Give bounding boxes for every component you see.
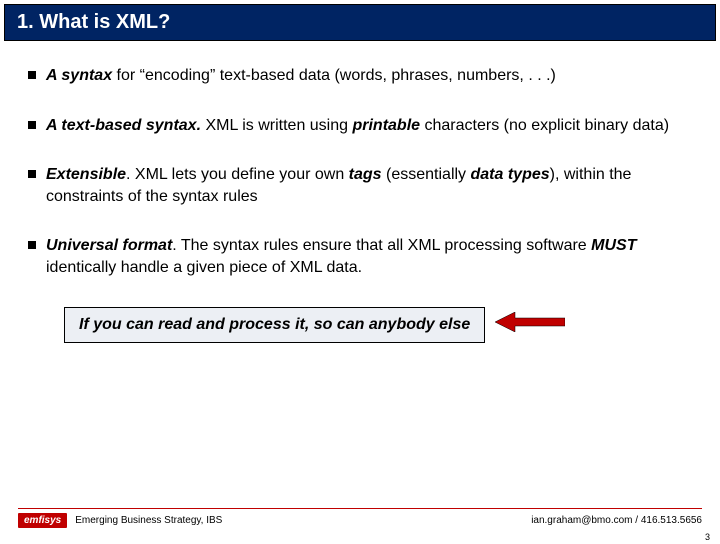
bullet-rest: for “encoding” text-based data (words, p… <box>112 67 556 84</box>
bullet-marker <box>28 170 36 178</box>
bullet-strong: printable <box>352 117 420 134</box>
slide-title: 1. What is XML? <box>17 11 703 34</box>
footer-left: emfisys Emerging Business Strategy, IBS <box>18 513 222 528</box>
bullet-mid: XML is written using <box>201 117 352 134</box>
bullet-text: Universal format. The syntax rules ensur… <box>46 235 692 278</box>
bullet-lead: Universal format <box>46 237 172 254</box>
callout-box: If you can read and process it, so can a… <box>64 307 485 343</box>
bullet-item: A text-based syntax. XML is written usin… <box>28 115 692 137</box>
footer-row: emfisys Emerging Business Strategy, IBS … <box>18 513 702 528</box>
callout-text: If you can read and process it, so can a… <box>79 316 470 333</box>
bullet-rest: identically handle a given piece of XML … <box>46 259 362 276</box>
title-bar: 1. What is XML? <box>4 4 716 41</box>
bullet-item: Extensible. XML lets you define your own… <box>28 164 692 207</box>
bullet-lead: A text-based syntax. <box>46 117 201 134</box>
bullet-mid: . XML lets you define your own <box>126 166 349 183</box>
page-number: 3 <box>705 532 710 542</box>
arrow-left-icon <box>495 312 565 337</box>
bullet-strong: tags <box>349 166 382 183</box>
logo: emfisys <box>18 513 67 528</box>
bullet-lead: A syntax <box>46 67 112 84</box>
bullet-rest: characters (no explicit binary data) <box>420 117 669 134</box>
bullet-text: Extensible. XML lets you define your own… <box>46 164 692 207</box>
footer-divider <box>18 508 702 509</box>
bullet-item: A syntax for “encoding” text-based data … <box>28 65 692 87</box>
footer-dept: Emerging Business Strategy, IBS <box>75 515 222 526</box>
bullet-marker <box>28 71 36 79</box>
bullet-text: A syntax for “encoding” text-based data … <box>46 65 692 87</box>
footer: emfisys Emerging Business Strategy, IBS … <box>0 508 720 528</box>
bullet-text: A text-based syntax. XML is written usin… <box>46 115 692 137</box>
bullet-marker <box>28 241 36 249</box>
content-area: A syntax for “encoding” text-based data … <box>0 41 720 343</box>
bullet-mid: . The syntax rules ensure that all XML p… <box>172 237 591 254</box>
bullet-strong: MUST <box>591 237 636 254</box>
footer-contact: ian.graham@bmo.com / 416.513.5656 <box>531 515 702 526</box>
bullet-strong: data types <box>471 166 550 183</box>
bullet-lead: Extensible <box>46 166 126 183</box>
bullet-item: Universal format. The syntax rules ensur… <box>28 235 692 278</box>
bullet-marker <box>28 121 36 129</box>
bullet-mid: (essentially <box>382 166 471 183</box>
callout-row: If you can read and process it, so can a… <box>64 307 692 343</box>
